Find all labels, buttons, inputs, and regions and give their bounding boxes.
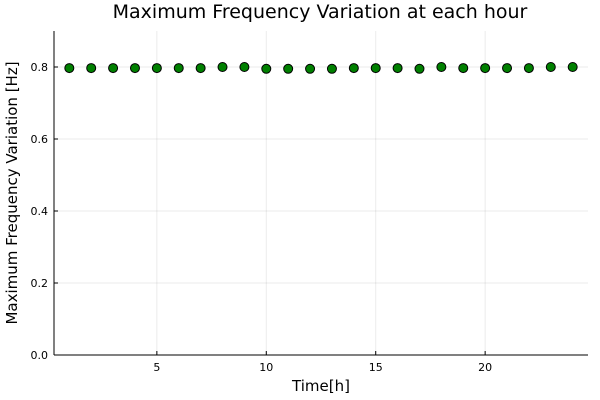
x-tick-label: 20 xyxy=(478,361,492,374)
data-point xyxy=(195,63,206,74)
data-point xyxy=(261,63,272,74)
y-tick-label: 0.4 xyxy=(31,205,49,218)
x-tick-label: 10 xyxy=(259,361,273,374)
data-point xyxy=(173,63,184,74)
data-point xyxy=(480,63,491,74)
data-point xyxy=(129,63,140,74)
data-point xyxy=(283,63,294,74)
y-tick-label: 0.2 xyxy=(31,277,49,290)
data-point xyxy=(545,62,556,72)
data-point xyxy=(86,63,97,74)
y-axis-label: Maximum Frequency Variation [Hz] xyxy=(3,61,21,324)
x-tick-label: 5 xyxy=(153,361,160,374)
data-point xyxy=(326,63,337,74)
data-point xyxy=(64,63,75,74)
y-tick-label: 0.0 xyxy=(31,349,49,362)
axes xyxy=(53,31,588,356)
data-point xyxy=(414,63,425,74)
data-point xyxy=(567,62,578,72)
y-tick-label: 0.8 xyxy=(31,61,49,74)
data-point xyxy=(305,63,316,74)
data-point xyxy=(436,62,447,72)
data-points xyxy=(64,62,578,74)
x-axis-label: Time[h] xyxy=(291,377,350,395)
data-point xyxy=(502,63,513,74)
data-point xyxy=(239,62,250,72)
data-point xyxy=(151,63,162,74)
data-point xyxy=(108,63,119,74)
data-point xyxy=(392,63,403,74)
y-tick-label: 0.6 xyxy=(31,133,49,146)
data-point xyxy=(348,63,359,74)
ticks: 5 10 15 20 0.0 0.2 0.4 0.6 0.8 xyxy=(31,61,493,374)
data-point xyxy=(217,62,228,72)
grid xyxy=(54,31,588,356)
x-tick-label: 15 xyxy=(369,361,383,374)
data-point xyxy=(523,63,534,74)
data-point xyxy=(370,63,381,74)
chart-title: Maximum Frequency Variation at each hour xyxy=(113,1,528,23)
data-point xyxy=(458,63,469,74)
